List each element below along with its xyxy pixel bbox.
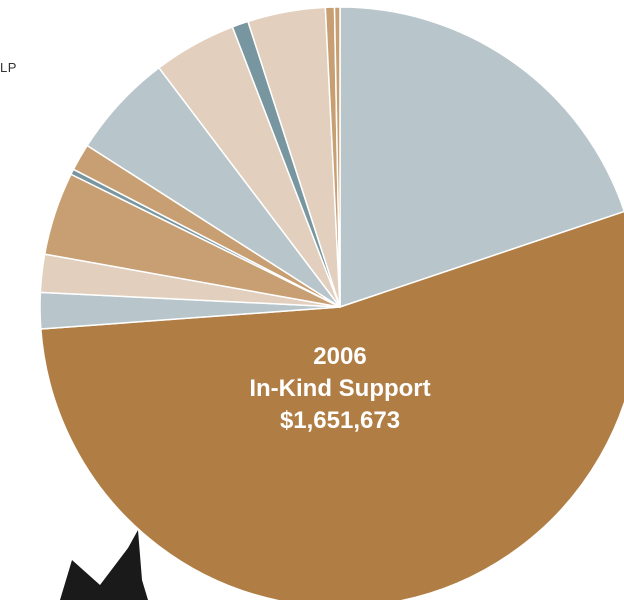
center-label-title: In-Kind Support [249,375,430,402]
pie-slice-13 [333,6,341,308]
center-label: 2006 In-Kind Support $1,651,673 [249,343,430,434]
pie-slice-1 [339,6,624,308]
center-label-year: 2006 [313,343,366,370]
pie-slices [39,6,624,600]
pie-slice-2 [40,210,624,600]
cat-ears-silhouette [60,530,148,600]
cropped-text-fragment: LP [0,60,17,75]
center-label-total: $1,651,673 [280,407,400,434]
